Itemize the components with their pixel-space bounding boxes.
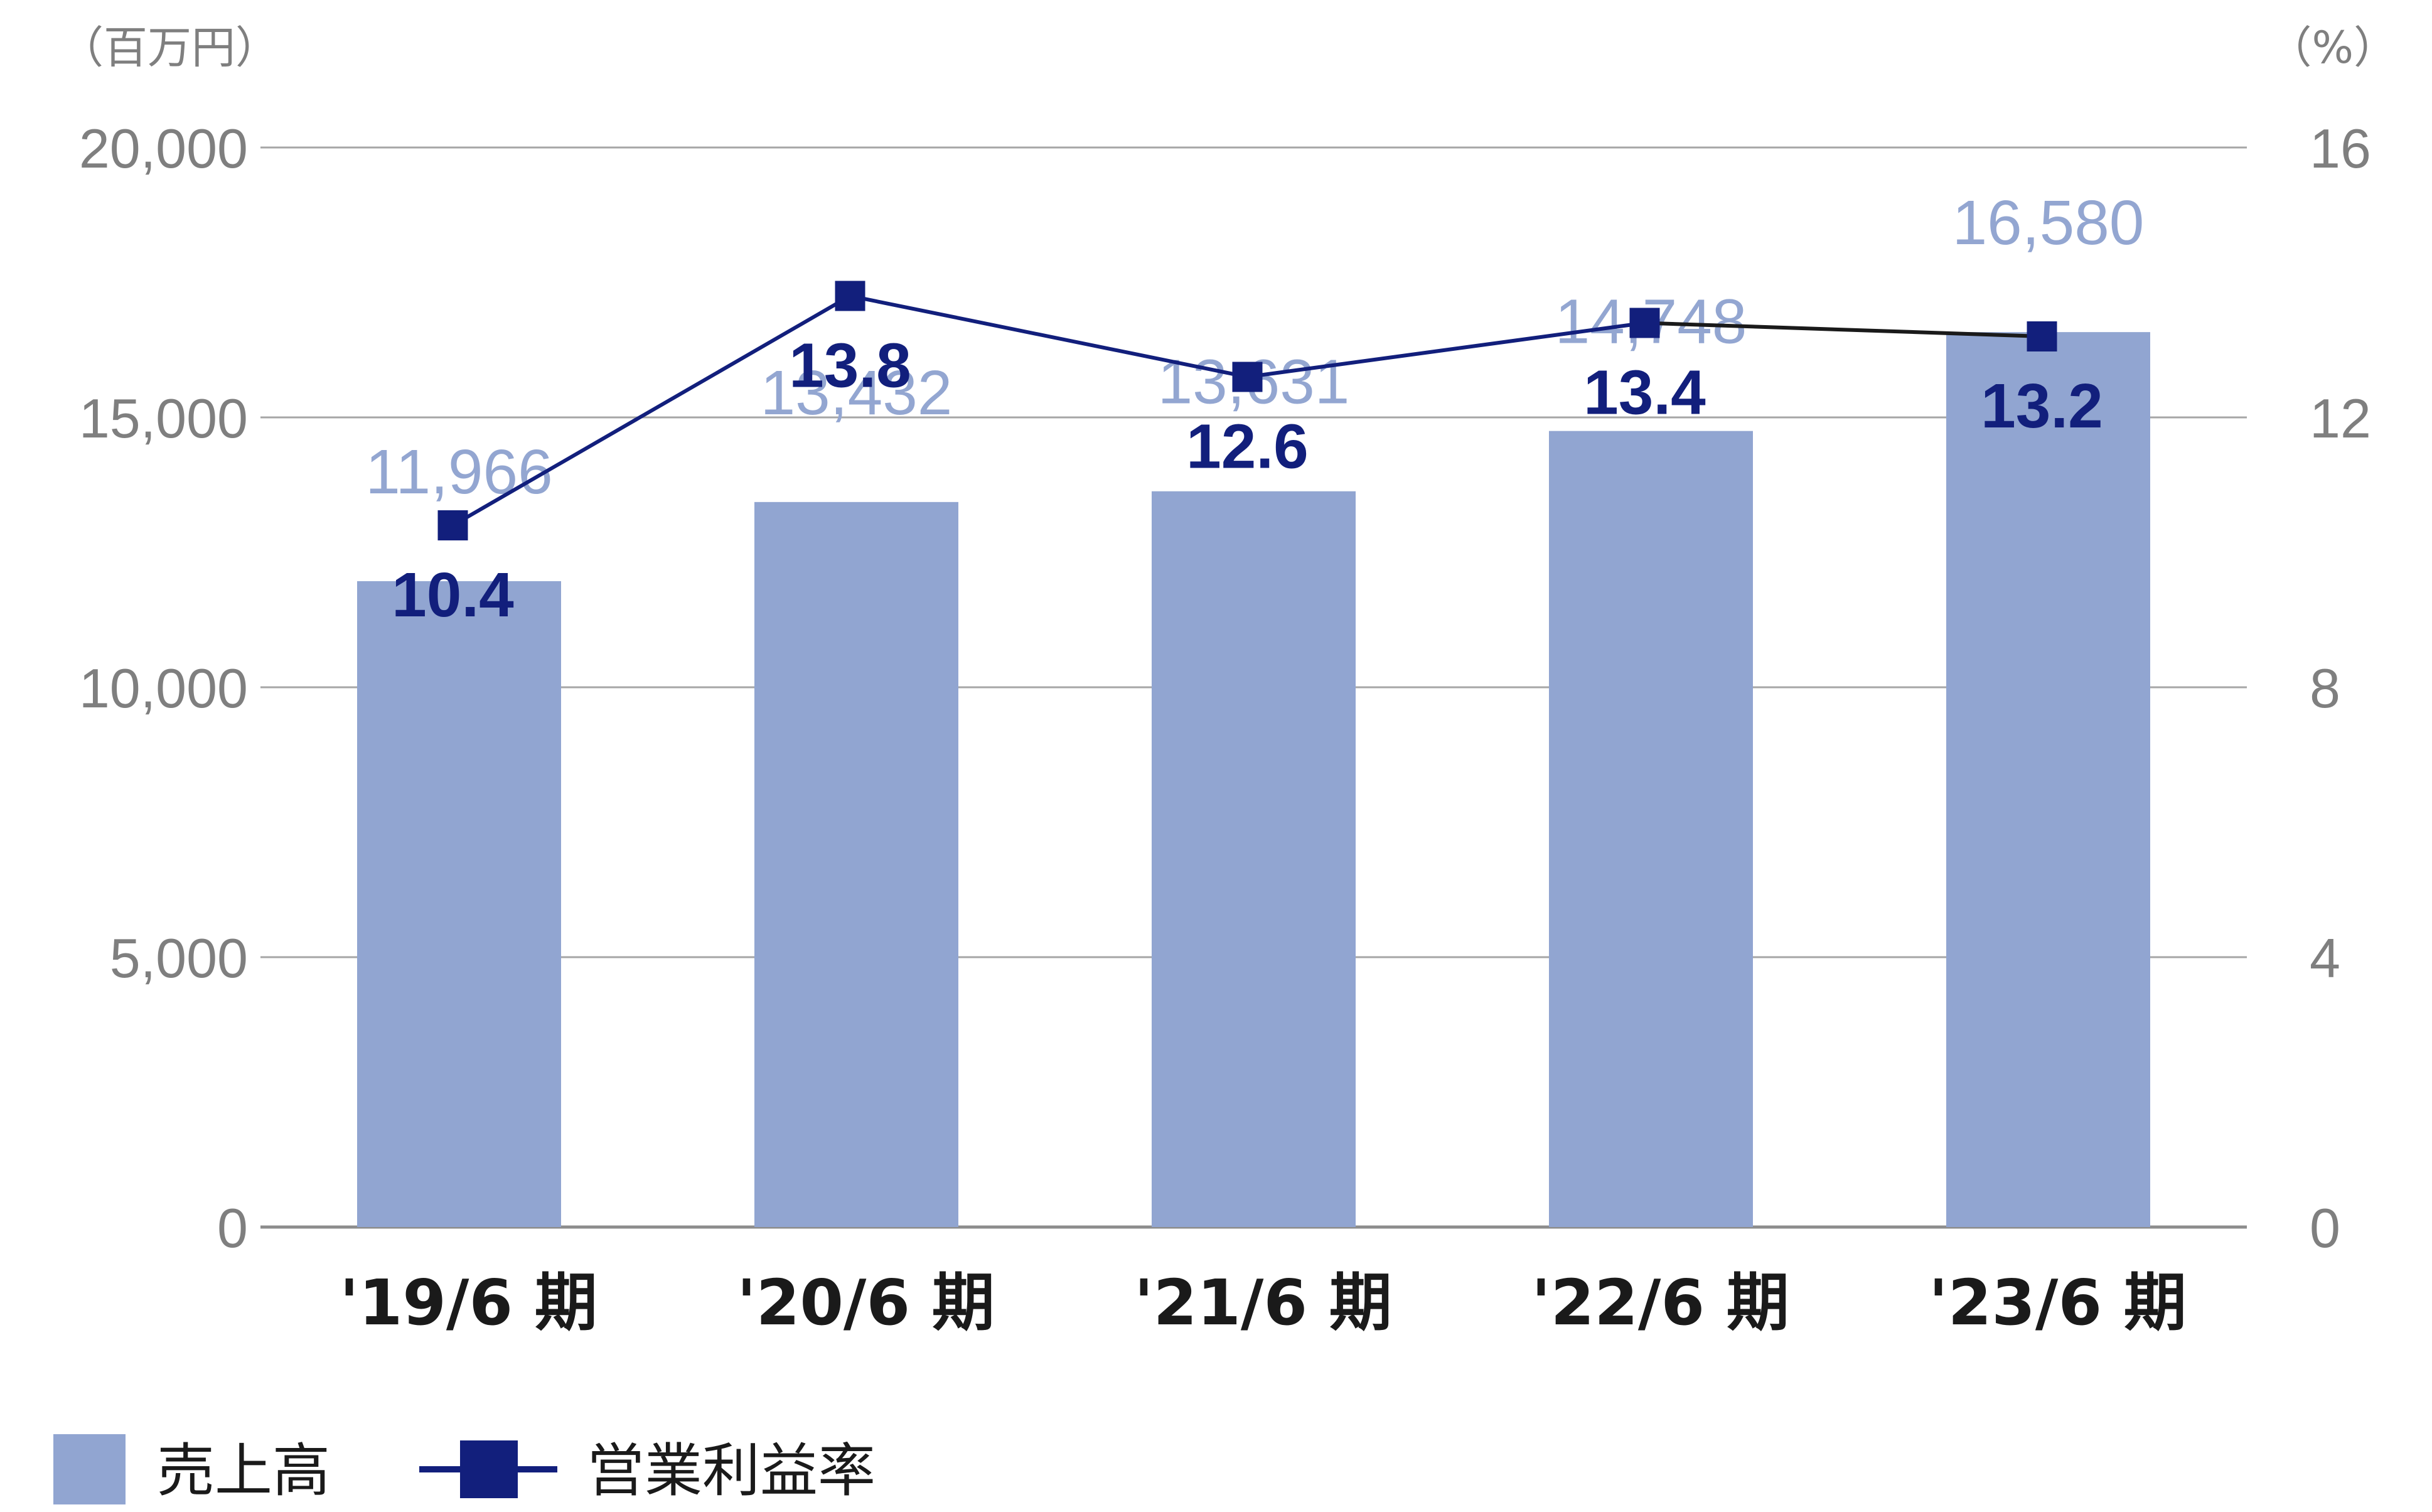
x-tick-label: '22/6 期: [1531, 1266, 1789, 1339]
y-left-tick-label: 5,000: [110, 927, 248, 989]
line-value-label: 13.2: [1981, 371, 2103, 441]
bar-value-label: 11,966: [365, 437, 552, 507]
x-tick-label: '21/6 期: [1134, 1266, 1392, 1339]
line-value-label: 13.4: [1583, 358, 1706, 428]
line-marker: [1232, 362, 1263, 392]
y-right-tick-label: 8: [2310, 657, 2340, 719]
line-segment: [1247, 321, 1645, 379]
legend-line-marker: [460, 1440, 518, 1498]
line-series: 10.4 13.8 12.6 13.4 13.2: [392, 281, 2103, 630]
bar-value-label: 16,580: [1953, 188, 2145, 258]
y-left-tick-label: 20,000: [79, 117, 248, 180]
legend-line-label: 営業利益率: [587, 1437, 876, 1504]
line-value-label: 10.4: [392, 560, 514, 630]
y-right-unit: （%）: [2268, 22, 2397, 73]
bar: [1946, 332, 2150, 1227]
y-right-tick-label: 0: [2310, 1197, 2340, 1259]
legend-bar-swatch: [53, 1434, 126, 1504]
bar-value-label: 13,432: [761, 358, 953, 428]
bar: [754, 501, 958, 1227]
line-segment: [451, 294, 852, 527]
x-tick-label: '19/6 期: [340, 1266, 597, 1339]
x-tick-label: '20/6 期: [737, 1266, 995, 1339]
line-segment: [1644, 321, 2042, 338]
y-right-tick-label: 16: [2310, 117, 2371, 180]
line-marker: [835, 281, 865, 311]
axes: 0 5,000 10,000 15,000 20,000 0 4 8 12 16 '19/6 期 '2…: [79, 117, 2371, 1339]
y-right-tick-label: 12: [2310, 387, 2371, 449]
line-segment: [849, 294, 1248, 379]
line-marker: [1629, 308, 1660, 338]
x-tick-label: '23/6 期: [1929, 1266, 2187, 1339]
y-left-tick-label: 0: [217, 1197, 248, 1259]
line-marker: [437, 510, 468, 540]
line-value-label: 12.6: [1186, 412, 1309, 482]
bar: [1549, 431, 1753, 1227]
y-left-tick-label: 10,000: [79, 657, 248, 719]
bar: [357, 581, 561, 1227]
y-left-tick-label: 15,000: [79, 387, 248, 449]
legend-bar-label: 売上高: [157, 1437, 330, 1504]
line-value-label: 13.8: [789, 331, 911, 401]
y-left-unit: （百万円）: [60, 22, 279, 73]
line-marker: [2027, 321, 2057, 351]
bar: [1152, 491, 1356, 1227]
legend: 売上高 営業利益率: [53, 1434, 876, 1504]
y-right-tick-label: 4: [2310, 927, 2340, 989]
